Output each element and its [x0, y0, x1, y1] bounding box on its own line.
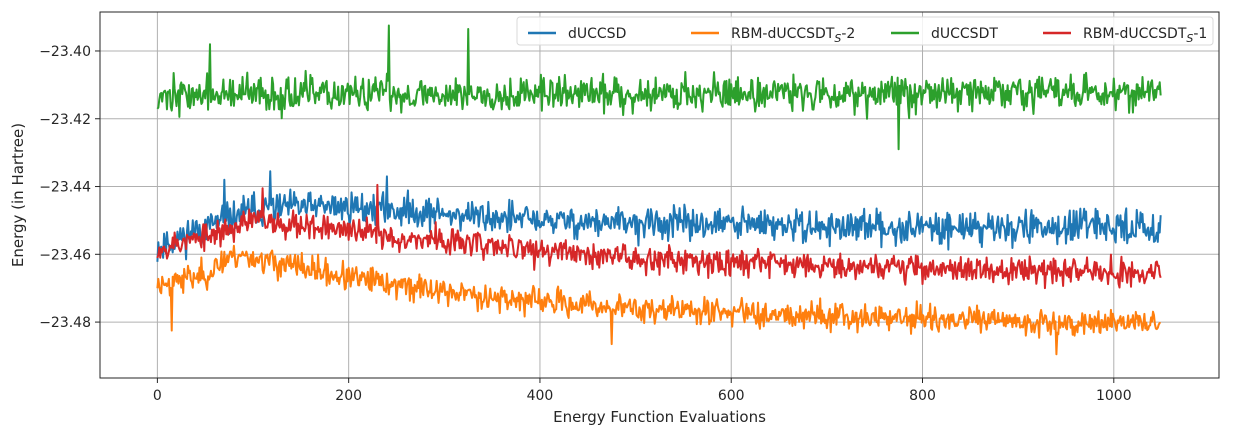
legend-box	[516, 16, 1214, 46]
x-axis-label: Energy Function Evaluations	[553, 408, 766, 426]
y-tick-label: −23.48	[39, 315, 91, 331]
legend-label: dUCCSDT	[931, 26, 998, 42]
legend-label: RBM-dUCCSDTS-1	[1083, 26, 1207, 45]
legend: dUCCSD RBM-dUCCSDTS-2 dUCCSDT RBM-dUCCSDTS-…	[516, 16, 1214, 46]
x-tick-label: 1000	[1096, 388, 1132, 404]
legend-label: dUCCSD	[568, 26, 626, 42]
legend-label: RBM-dUCCSDTS-2	[731, 26, 855, 45]
x-tick-label: 600	[718, 388, 745, 404]
y-tick-label: −23.44	[39, 180, 91, 196]
y-tick-label: −23.46	[39, 247, 91, 263]
series-line	[156, 170, 1162, 262]
plot-frame	[99, 11, 1220, 379]
x-tick-label: 0	[153, 388, 162, 404]
legend-entry: dUCCSD	[528, 26, 626, 42]
y-axis-ticks: −23.48 −23.46 −23.44 −23.42 −23.40	[39, 44, 100, 331]
x-tick-label: 200	[335, 388, 362, 404]
legend-entry: dUCCSDT	[891, 26, 998, 42]
x-tick-label: 400	[527, 388, 554, 404]
series-line	[156, 183, 1162, 290]
legend-entry: RBM-dUCCSDTS-2	[691, 26, 855, 45]
y-axis-label: Energy (in Hartree)	[9, 123, 27, 267]
y-tick-label: −23.40	[39, 44, 91, 60]
legend-entry: RBM-dUCCSDTS-1	[1043, 26, 1207, 45]
y-tick-label: −23.42	[39, 112, 91, 128]
series-line	[156, 24, 1162, 151]
series-lines	[156, 24, 1162, 356]
x-tick-label: 800	[909, 388, 936, 404]
x-axis-ticks: 0 200 400 600 800 1000	[153, 378, 1132, 404]
series-line	[156, 244, 1161, 356]
grid-lines	[100, 12, 1219, 378]
